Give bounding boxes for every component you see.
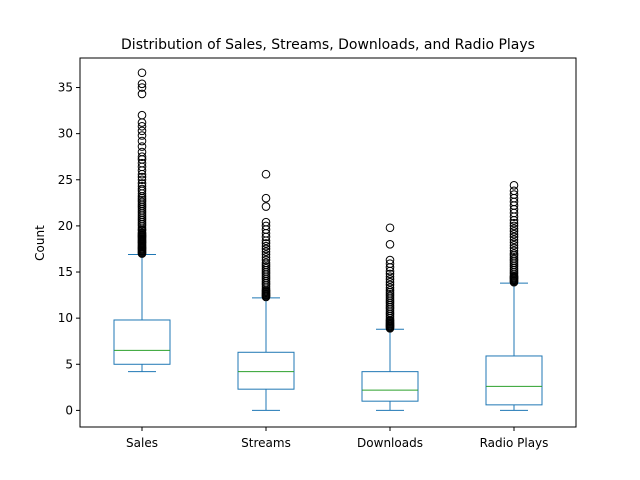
x-tick-label: Downloads: [357, 436, 423, 450]
x-tick-label: Radio Plays: [480, 436, 549, 450]
outlier-point-downloads: [385, 275, 395, 284]
outlier-point-streams: [261, 217, 271, 227]
outlier-point-streams: [261, 244, 271, 254]
outlier-point-sales: [137, 136, 147, 146]
outlier-point-sales: [137, 158, 147, 168]
outlier-point-streams: [261, 255, 271, 265]
y-tick-label: 25: [58, 173, 73, 187]
outlier-point-streams: [261, 239, 271, 248]
outlier-point-sales: [137, 83, 147, 92]
outlier-point-streams: [261, 202, 271, 211]
box-sales: [113, 319, 171, 365]
y-tick-label: 30: [58, 127, 73, 141]
outlier-point-sales: [137, 172, 147, 182]
y-tick-label: 35: [58, 81, 73, 95]
outlier-point-radio-plays: [509, 227, 519, 236]
plot-area: 0 5 10 15 20 25 30 35 Sales Streams Downloads Radio…: [58, 57, 577, 450]
outlier-point-radio-plays: [509, 243, 519, 253]
outlier-point-radio-plays: [509, 186, 519, 196]
x-tick-label: Sales: [126, 436, 158, 450]
y-tick-label: 15: [58, 265, 73, 279]
chart-title: Distribution of Sales, Streams, Download…: [121, 37, 535, 53]
outlier-point-radio-plays: [509, 224, 519, 233]
outlier-point-streams: [261, 193, 271, 203]
outlier-point-radio-plays: [509, 246, 519, 256]
outlier-point-downloads: [385, 283, 395, 293]
outlier-point-radio-plays: [509, 235, 519, 245]
outlier-point-downloads: [385, 259, 395, 269]
outlier-point-radio-plays: [509, 218, 519, 228]
outlier-point-sales: [137, 79, 147, 89]
outlier-point-sales: [137, 142, 147, 151]
outlier-point-streams: [261, 221, 271, 231]
outlier-point-radio-plays: [509, 240, 519, 250]
outlier-point-radio-plays: [509, 232, 519, 242]
outlier-point-streams: [261, 169, 271, 179]
y-tick-label: 20: [58, 219, 73, 233]
outlier-point-downloads: [385, 240, 395, 249]
outlier-point-downloads: [385, 277, 395, 287]
x-tick-label: Streams: [241, 436, 291, 450]
outlier-point-radio-plays: [509, 190, 519, 199]
outlier-point-downloads: [385, 269, 395, 279]
box-radio-plays: [485, 355, 543, 406]
y-tick-label: 5: [65, 357, 73, 371]
y-tick-label: 10: [58, 311, 73, 325]
outlier-point-streams: [261, 252, 271, 262]
outlier-point-streams: [261, 241, 271, 251]
outlier-point-radio-plays: [509, 221, 519, 231]
outlier-point-sales: [137, 152, 147, 162]
outlier-point-radio-plays: [509, 249, 519, 258]
outlier-point-radio-plays: [509, 181, 519, 190]
outlier-point-sales: [137, 126, 147, 136]
box-downloads: [361, 371, 419, 402]
outlier-point-sales: [137, 175, 147, 185]
outlier-point-streams: [261, 250, 271, 259]
y-axis-label: Count: [33, 225, 47, 261]
outlier-point-downloads: [385, 255, 395, 265]
outlier-point-streams: [261, 247, 271, 257]
outlier-point-sales: [137, 131, 147, 140]
plot-frame: [79, 57, 577, 428]
outlier-point-sales: [137, 110, 147, 120]
outlier-point-sales: [137, 68, 147, 78]
outlier-point-sales: [137, 179, 147, 188]
outlier-point-downloads: [385, 223, 395, 233]
outlier-point-downloads: [385, 280, 395, 290]
y-tick-label: 0: [65, 403, 73, 417]
outlier-point-sales: [137, 147, 147, 157]
outlier-point-sales: [137, 121, 147, 131]
outlier-point-sales: [137, 89, 147, 99]
outlier-point-sales: [137, 181, 147, 191]
outlier-point-radio-plays: [509, 238, 519, 247]
outlier-point-downloads: [385, 286, 395, 295]
outlier-point-streams: [261, 258, 271, 268]
outlier-point-radio-plays: [509, 229, 519, 239]
outlier-point-sales: [137, 184, 147, 194]
outlier-point-downloads: [385, 272, 395, 281]
box-streams: [237, 351, 295, 390]
